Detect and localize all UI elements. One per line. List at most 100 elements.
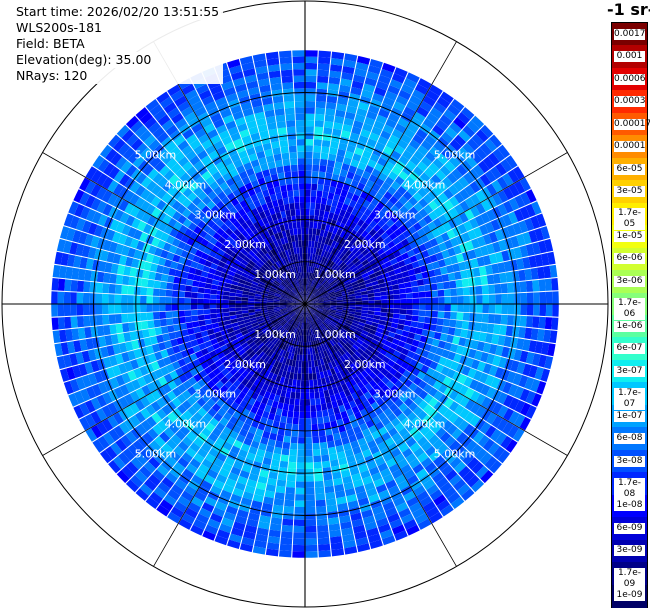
range-gate — [287, 308, 294, 312]
range-gate — [119, 421, 131, 435]
range-gate — [84, 269, 92, 281]
range-gate — [281, 230, 287, 238]
range-gate — [289, 292, 295, 298]
range-gate — [192, 382, 202, 392]
range-gate — [216, 308, 223, 314]
range-gate — [305, 196, 311, 203]
range-gate — [227, 126, 239, 136]
range-gate — [171, 483, 184, 496]
range-gate — [331, 353, 337, 361]
range-gate — [299, 189, 305, 197]
range-gate — [162, 181, 173, 192]
range-gate — [503, 336, 512, 348]
range-gate — [68, 201, 79, 215]
range-gate — [170, 162, 182, 174]
range-gate — [305, 202, 311, 209]
range-gate — [264, 195, 272, 204]
range-gate — [293, 334, 297, 341]
range-gate — [129, 181, 141, 194]
range-gate — [243, 437, 253, 447]
range-gate — [95, 304, 103, 315]
range-gate — [255, 313, 263, 318]
range-gate — [197, 165, 208, 176]
range-gate — [296, 286, 300, 293]
range-gate — [297, 145, 305, 152]
range-gate — [256, 234, 264, 243]
range-gate — [309, 286, 313, 293]
range-gate — [241, 386, 250, 395]
range-gate — [322, 329, 328, 336]
range-gate — [359, 443, 370, 452]
range-gate — [401, 348, 410, 356]
range-gate — [363, 359, 371, 367]
range-gate — [317, 378, 322, 386]
range-gate — [338, 321, 345, 327]
range-gate — [338, 332, 345, 338]
range-gate — [202, 335, 211, 343]
range-gate — [363, 241, 371, 249]
range-gate — [409, 345, 418, 353]
range-gate — [353, 286, 361, 291]
range-gate — [306, 272, 309, 279]
range-gate — [220, 256, 228, 264]
range-gate — [271, 400, 279, 409]
range-gate — [101, 176, 114, 190]
range-gate — [241, 304, 248, 308]
range-gate — [330, 381, 337, 389]
range-gate — [160, 249, 169, 259]
range-gate — [352, 283, 360, 289]
range-gate — [290, 158, 298, 166]
range-gate — [165, 296, 172, 304]
range-gate — [443, 109, 457, 122]
range-gate — [237, 383, 246, 392]
range-gate — [268, 313, 276, 318]
range-gate — [175, 429, 186, 441]
range-gate — [340, 238, 347, 246]
range-gate — [272, 453, 281, 461]
range-gate — [418, 208, 429, 218]
range-gate — [343, 156, 352, 166]
range-gate — [472, 267, 481, 277]
range-gate — [428, 129, 441, 141]
range-gate — [344, 150, 354, 160]
range-gate — [310, 335, 313, 342]
range-gate — [269, 379, 276, 387]
range-gate — [379, 287, 387, 292]
range-gate — [348, 308, 356, 312]
range-gate — [301, 373, 305, 381]
range-gate — [327, 362, 334, 370]
range-gate — [209, 294, 217, 300]
range-gate — [448, 207, 459, 219]
range-gate — [213, 479, 225, 490]
range-gate — [203, 293, 211, 299]
range-gate — [342, 65, 355, 75]
range-gate — [282, 343, 287, 351]
range-gate — [59, 226, 70, 240]
range-gate — [261, 502, 273, 511]
range-gate — [191, 286, 199, 293]
range-gate — [327, 333, 333, 340]
range-gate — [295, 107, 305, 114]
range-gate — [350, 86, 363, 96]
range-gate — [369, 352, 377, 360]
range-gate — [393, 101, 406, 112]
range-gate — [314, 474, 324, 482]
range-gate — [340, 288, 348, 293]
range-gate — [293, 260, 298, 268]
range-gate — [319, 371, 325, 379]
range-gate — [273, 360, 280, 368]
range-gate — [286, 299, 293, 302]
range-gate — [259, 324, 267, 330]
range-gate — [323, 320, 330, 326]
range-gate — [321, 139, 331, 148]
ray — [79, 304, 305, 431]
range-gate — [282, 403, 289, 411]
range-gate — [358, 135, 369, 144]
range-gate — [307, 278, 309, 286]
range-gate — [317, 317, 323, 323]
range-gate — [482, 304, 489, 314]
range-gate — [209, 304, 217, 309]
range-gate — [443, 311, 451, 319]
range-gate — [305, 69, 317, 76]
range-gate — [309, 259, 312, 267]
